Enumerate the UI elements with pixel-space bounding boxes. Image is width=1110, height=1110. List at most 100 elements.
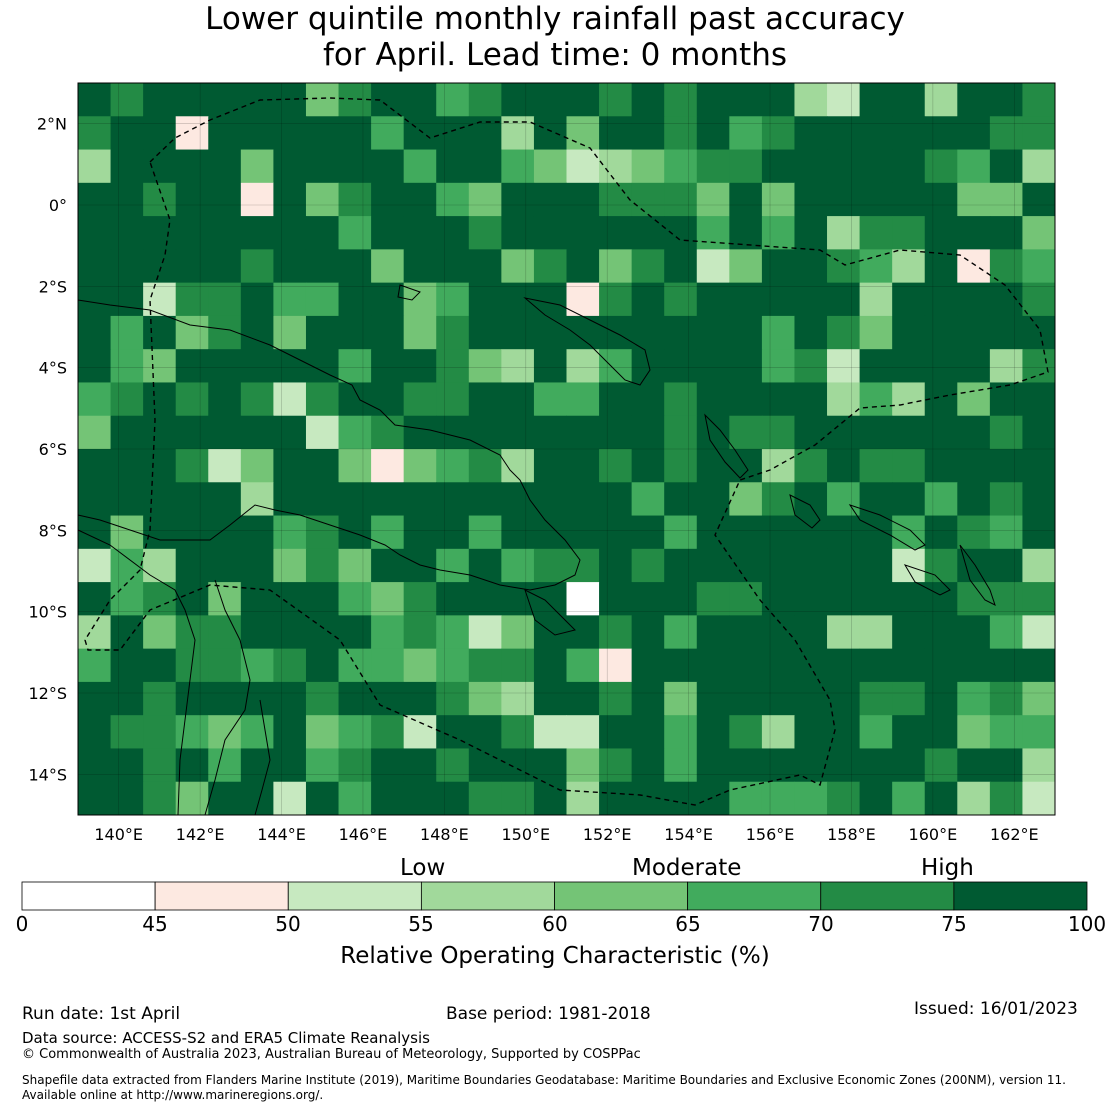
- roc-cell: [794, 615, 828, 650]
- louisiade-coast: [524, 589, 576, 636]
- roc-cell: [403, 615, 437, 650]
- roc-cell: [1022, 781, 1056, 816]
- latitude-label: 4°S: [39, 359, 67, 378]
- roc-cell: [338, 116, 372, 151]
- roc-cell: [989, 116, 1023, 151]
- roc-cell: [273, 382, 307, 417]
- roc-cell: [305, 715, 340, 749]
- roc-cell: [501, 681, 535, 716]
- roc-cell: [599, 116, 633, 151]
- roc-cell: [143, 315, 177, 350]
- roc-cell: [924, 449, 958, 483]
- roc-cell: [892, 515, 926, 550]
- roc-cell: [794, 449, 828, 483]
- roc-cell: [338, 781, 372, 816]
- roc-cell: [436, 149, 470, 184]
- roc-cell: [175, 715, 209, 749]
- roc-cell: [859, 715, 893, 749]
- roc-cell: [273, 249, 307, 284]
- roc-cell: [78, 482, 112, 517]
- roc-cell: [566, 715, 600, 749]
- roc-cell: [794, 315, 828, 350]
- roc-cell: [240, 681, 274, 716]
- roc-cell: [761, 349, 795, 383]
- roc-cell: [110, 349, 144, 383]
- roc-cell: [436, 216, 470, 250]
- roc-cell: [696, 182, 730, 217]
- roc-cell: [305, 548, 340, 583]
- roc-cell: [696, 449, 730, 483]
- roc-cell: [208, 83, 242, 117]
- roc-cell: [240, 715, 274, 749]
- roc-cell: [143, 715, 177, 749]
- roc-cell: [501, 715, 535, 749]
- roc-cell: [143, 116, 177, 151]
- roc-cell: [403, 415, 437, 450]
- roc-cell: [729, 149, 763, 184]
- roc-cell: [664, 681, 698, 716]
- roc-cell: [794, 282, 828, 317]
- roc-cell: [761, 582, 795, 616]
- roc-cell: [957, 216, 991, 250]
- roc-cell: [729, 83, 763, 117]
- roc-cell: [664, 116, 698, 151]
- roc-cell: [403, 149, 437, 184]
- roc-cell: [533, 748, 567, 783]
- roc-cell: [305, 149, 340, 184]
- base-period: Base period: 1981-2018: [446, 1004, 651, 1024]
- roc-cell: [305, 449, 340, 483]
- roc-cell: [1022, 582, 1056, 616]
- roc-cell: [924, 149, 958, 184]
- roc-cell: [403, 382, 437, 417]
- roc-cell: [924, 615, 958, 650]
- roc-cell: [631, 149, 665, 184]
- roc-cell: [924, 282, 958, 317]
- roc-cell: [78, 315, 112, 350]
- roc-cell: [240, 548, 274, 583]
- roc-cell: [338, 615, 372, 650]
- roc-cell: [859, 615, 893, 650]
- roc-cell: [371, 182, 405, 217]
- roc-cell: [664, 715, 698, 749]
- roc-cell: [859, 83, 893, 117]
- roc-cell: [273, 582, 307, 616]
- roc-cell: [631, 748, 665, 783]
- roc-cell: [859, 582, 893, 616]
- roc-cell: [78, 349, 112, 383]
- roc-cell: [761, 315, 795, 350]
- roc-cell: [957, 781, 991, 816]
- roc-cell: [957, 149, 991, 184]
- roc-cell: [501, 548, 535, 583]
- roc-cell: [273, 282, 307, 317]
- colorbar-bin: [820, 881, 955, 911]
- new-ireland-coast: [397, 284, 421, 301]
- roc-cell: [924, 83, 958, 117]
- roc-cell: [78, 648, 112, 683]
- roc-cell: [631, 182, 665, 217]
- roc-cell: [143, 83, 177, 117]
- roc-cell: [436, 482, 470, 517]
- roc-cell: [403, 315, 437, 350]
- roc-cell: [110, 681, 144, 716]
- roc-cell: [208, 715, 242, 749]
- roc-cell: [631, 482, 665, 517]
- roc-cell: [599, 83, 633, 117]
- latitude-label: 6°S: [39, 440, 67, 459]
- roc-cell: [338, 582, 372, 616]
- roc-cell: [436, 515, 470, 550]
- roc-cell: [924, 116, 958, 151]
- roc-cell: [533, 382, 567, 417]
- latitude-label: 12°S: [28, 684, 67, 703]
- roc-cell: [892, 149, 926, 184]
- roc-cell: [859, 182, 893, 217]
- roc-cell: [240, 282, 274, 317]
- roc-cell: [599, 648, 633, 683]
- roc-cell: [143, 382, 177, 417]
- roc-cell: [957, 715, 991, 749]
- roc-cell: [827, 315, 861, 350]
- shapefile-credit-line-1: Shapefile data extracted from Flanders M…: [22, 1073, 1066, 1087]
- roc-cell: [78, 116, 112, 151]
- roc-cell: [403, 681, 437, 716]
- roc-cell: [305, 182, 340, 217]
